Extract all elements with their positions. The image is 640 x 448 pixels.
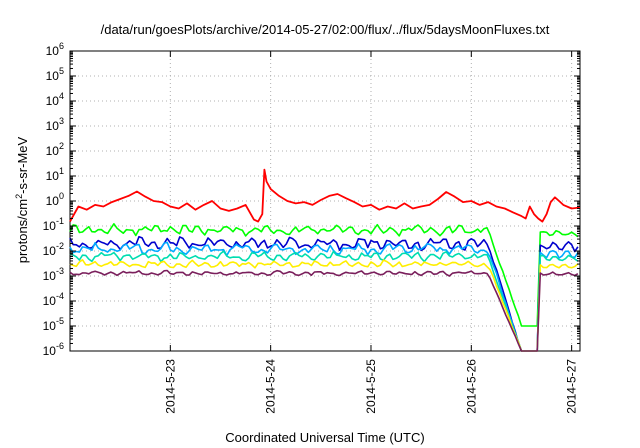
flux-series-line <box>69 259 579 352</box>
y-axis-title: protons/cm2-s-sr-MeV <box>14 137 30 263</box>
y-tick-label: 10-6 <box>43 341 64 358</box>
y-axis-title-rest: -s-sr-MeV <box>15 136 31 194</box>
y-tick-label: 104 <box>46 91 64 108</box>
y-tick-label: 10-2 <box>43 241 64 258</box>
y-tick-label: 100 <box>46 191 64 208</box>
y-axis-ticks: 10-6 10-5 10-4 10-3 10-2 10-1 100 101 102 103 104 1… <box>43 41 580 358</box>
y-axis-title-base: protons/cm <box>15 198 31 264</box>
flux-series-line <box>69 250 579 352</box>
y-tick-label: 103 <box>46 116 64 133</box>
x-tick-label: 2014-5-26 <box>464 359 478 414</box>
y-tick-label: 101 <box>46 166 64 183</box>
chart-title: /data/run/goesPlots/archive/2014-05-27/0… <box>100 22 550 37</box>
y-axis-title-sup: 2 <box>13 193 24 199</box>
x-tick-label: 2014-5-24 <box>264 359 278 414</box>
flux-series-line <box>69 241 579 352</box>
x-axis-title: Coordinated Universal Time (UTC) <box>225 430 425 445</box>
y-tick-label: 106 <box>46 41 64 58</box>
flux-series-line <box>69 235 579 352</box>
y-tick-label: 105 <box>46 66 64 83</box>
x-tick-label: 2014-5-23 <box>163 359 177 414</box>
x-tick-label: 2014-5-25 <box>364 359 378 414</box>
y-tick-label: 102 <box>46 141 64 158</box>
series-layer <box>69 168 581 352</box>
x-tick-label: 2014-5-27 <box>565 359 579 414</box>
flux-series-line <box>69 168 581 223</box>
y-tick-label: 10-3 <box>43 266 64 283</box>
x-axis-ticks: 2014-5-23 2014-5-24 2014-5-25 2014-5-26 2014… <box>163 51 579 414</box>
y-tick-label: 10-1 <box>43 216 64 233</box>
y-tick-label: 10-5 <box>43 316 64 333</box>
y-tick-label: 10-4 <box>43 291 64 308</box>
flux-series-line <box>69 269 579 352</box>
flux-series-line <box>69 223 579 327</box>
